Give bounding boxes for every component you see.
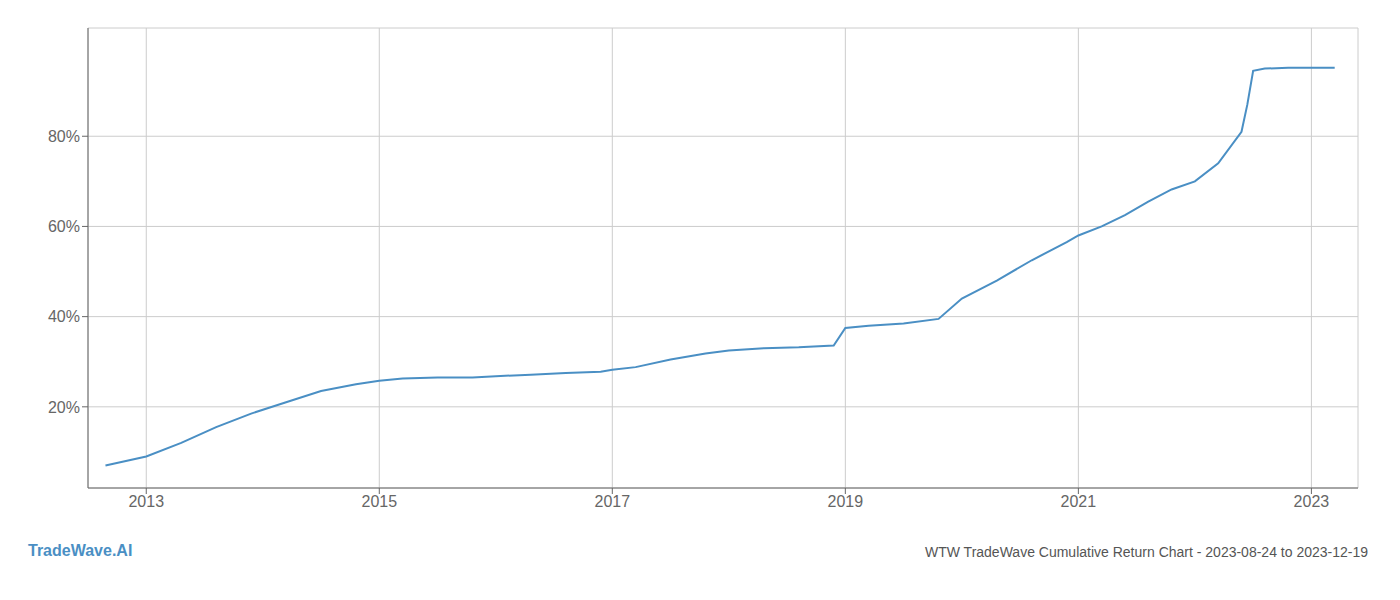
svg-text:60%: 60% — [48, 218, 80, 235]
svg-text:20%: 20% — [48, 399, 80, 416]
svg-text:2017: 2017 — [595, 493, 631, 510]
svg-text:2015: 2015 — [361, 493, 397, 510]
svg-text:80%: 80% — [48, 128, 80, 145]
html-text:WTW TradeWave Cumulative Retur: WTW TradeWave Cumulative Return Chart - … — [925, 544, 1368, 560]
svg-text:2019: 2019 — [828, 493, 864, 510]
svg-text:2021: 2021 — [1061, 493, 1097, 510]
svg-text:2013: 2013 — [128, 493, 164, 510]
html-text:TradeWave.AI: TradeWave.AI — [28, 542, 133, 559]
svg-text:40%: 40% — [48, 308, 80, 325]
svg-text:2023: 2023 — [1294, 493, 1330, 510]
